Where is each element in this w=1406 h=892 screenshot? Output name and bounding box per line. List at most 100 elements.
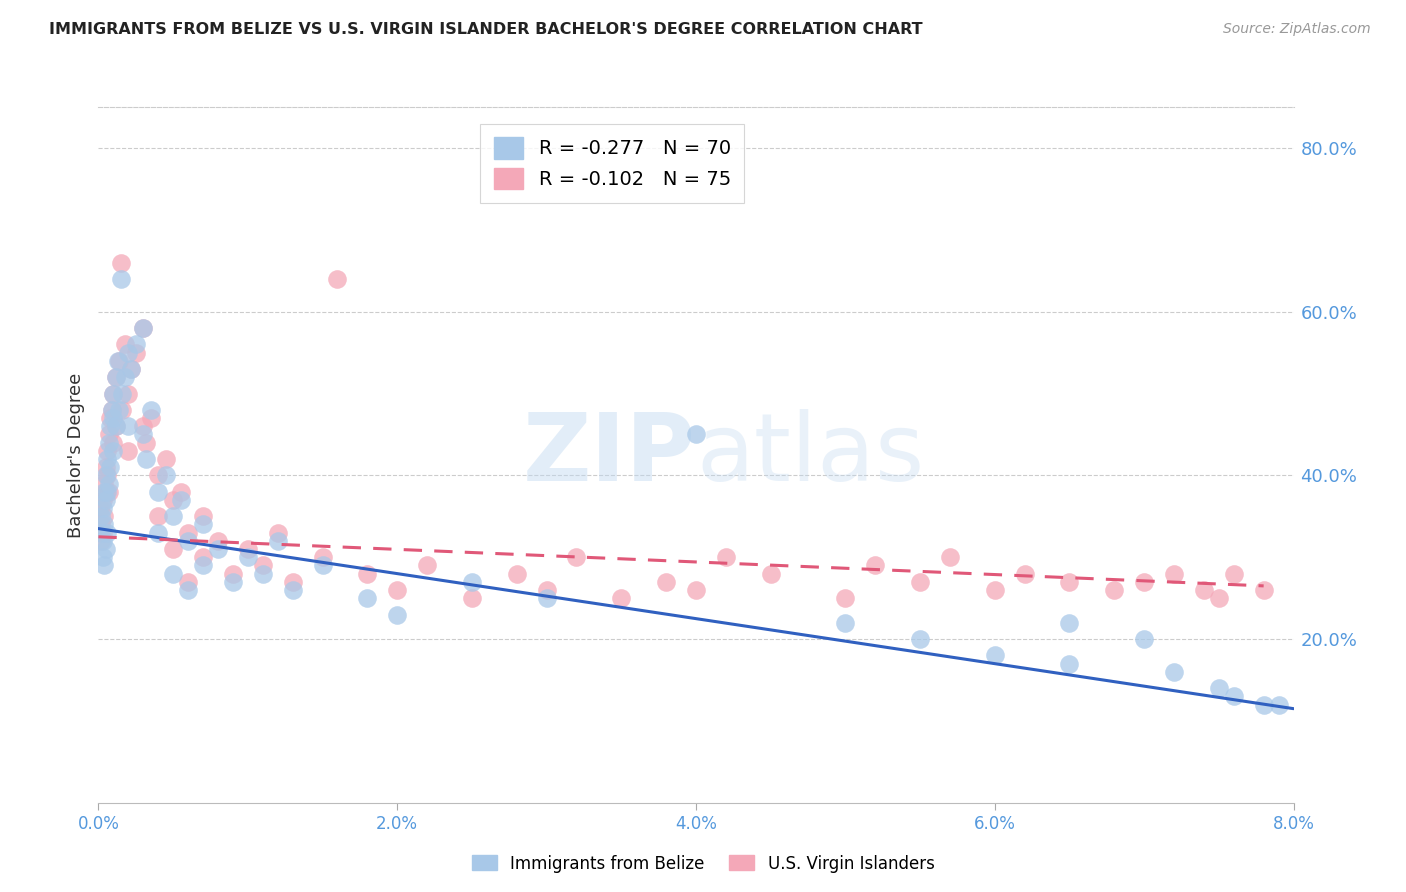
- Point: [105, 370, 128, 384]
- Point: [236, 550, 259, 565]
- Point: [90, 533, 112, 548]
- Point: [685, 582, 707, 597]
- Point: [91, 492, 114, 507]
- Point: [162, 492, 184, 507]
- Point: [155, 468, 177, 483]
- Point: [191, 509, 214, 524]
- Point: [93, 517, 115, 532]
- Point: [111, 386, 134, 401]
- Point: [908, 574, 931, 589]
- Point: [89, 501, 111, 516]
- Point: [103, 386, 125, 401]
- Point: [1014, 566, 1036, 581]
- Point: [139, 403, 162, 417]
- Point: [97, 427, 120, 442]
- Point: [132, 321, 155, 335]
- Point: [1163, 566, 1185, 581]
- Point: [1253, 698, 1275, 712]
- Point: [103, 443, 125, 458]
- Point: [94, 484, 117, 499]
- Point: [834, 591, 856, 606]
- Point: [356, 591, 378, 606]
- Point: [96, 468, 118, 483]
- Point: [90, 517, 112, 532]
- Point: [110, 272, 132, 286]
- Point: [97, 484, 120, 499]
- Point: [96, 443, 118, 458]
- Point: [162, 566, 184, 581]
- Point: [1059, 657, 1081, 671]
- Point: [94, 542, 117, 557]
- Point: [1133, 632, 1156, 646]
- Point: [103, 386, 125, 401]
- Point: [94, 460, 117, 475]
- Point: [1208, 591, 1230, 606]
- Point: [461, 591, 484, 606]
- Point: [281, 574, 304, 589]
- Point: [114, 370, 136, 384]
- Point: [1192, 582, 1215, 597]
- Point: [91, 501, 114, 516]
- Point: [117, 443, 139, 458]
- Point: [863, 558, 886, 573]
- Point: [139, 411, 162, 425]
- Point: [565, 550, 588, 565]
- Point: [125, 345, 148, 359]
- Point: [169, 484, 191, 499]
- Point: [356, 566, 378, 581]
- Point: [267, 533, 290, 548]
- Point: [1133, 574, 1156, 589]
- Point: [177, 525, 200, 540]
- Point: [177, 574, 200, 589]
- Point: [222, 566, 245, 581]
- Point: [148, 525, 170, 540]
- Point: [1059, 615, 1081, 630]
- Point: [191, 517, 214, 532]
- Y-axis label: Bachelor's Degree: Bachelor's Degree: [66, 372, 84, 538]
- Point: [120, 362, 142, 376]
- Point: [103, 411, 125, 425]
- Point: [983, 582, 1005, 597]
- Point: [267, 525, 290, 540]
- Point: [98, 460, 122, 475]
- Legend: Immigrants from Belize, U.S. Virgin Islanders: Immigrants from Belize, U.S. Virgin Isla…: [465, 848, 941, 880]
- Point: [132, 419, 155, 434]
- Point: [714, 550, 737, 565]
- Point: [461, 574, 484, 589]
- Point: [1267, 698, 1289, 712]
- Point: [117, 345, 139, 359]
- Point: [1163, 665, 1185, 679]
- Point: [908, 632, 931, 646]
- Point: [93, 476, 115, 491]
- Point: [108, 353, 131, 368]
- Legend: R = -0.277   N = 70, R = -0.102   N = 75: R = -0.277 N = 70, R = -0.102 N = 75: [481, 124, 744, 203]
- Point: [326, 272, 349, 286]
- Point: [117, 419, 139, 434]
- Point: [93, 509, 115, 524]
- Point: [96, 452, 118, 467]
- Point: [108, 403, 131, 417]
- Point: [111, 403, 134, 417]
- Point: [506, 566, 529, 581]
- Point: [93, 558, 115, 573]
- Point: [311, 558, 333, 573]
- Text: ZIP: ZIP: [523, 409, 696, 501]
- Point: [105, 419, 128, 434]
- Point: [834, 615, 856, 630]
- Text: Source: ZipAtlas.com: Source: ZipAtlas.com: [1223, 22, 1371, 37]
- Text: IMMIGRANTS FROM BELIZE VS U.S. VIRGIN ISLANDER BACHELOR'S DEGREE CORRELATION CHA: IMMIGRANTS FROM BELIZE VS U.S. VIRGIN IS…: [49, 22, 922, 37]
- Point: [135, 435, 157, 450]
- Point: [117, 386, 139, 401]
- Point: [97, 435, 120, 450]
- Point: [222, 574, 245, 589]
- Point: [236, 542, 259, 557]
- Point: [939, 550, 962, 565]
- Point: [610, 591, 633, 606]
- Point: [148, 468, 170, 483]
- Point: [281, 582, 304, 597]
- Point: [101, 403, 124, 417]
- Point: [385, 607, 409, 622]
- Point: [385, 582, 409, 597]
- Point: [252, 558, 274, 573]
- Point: [191, 558, 214, 573]
